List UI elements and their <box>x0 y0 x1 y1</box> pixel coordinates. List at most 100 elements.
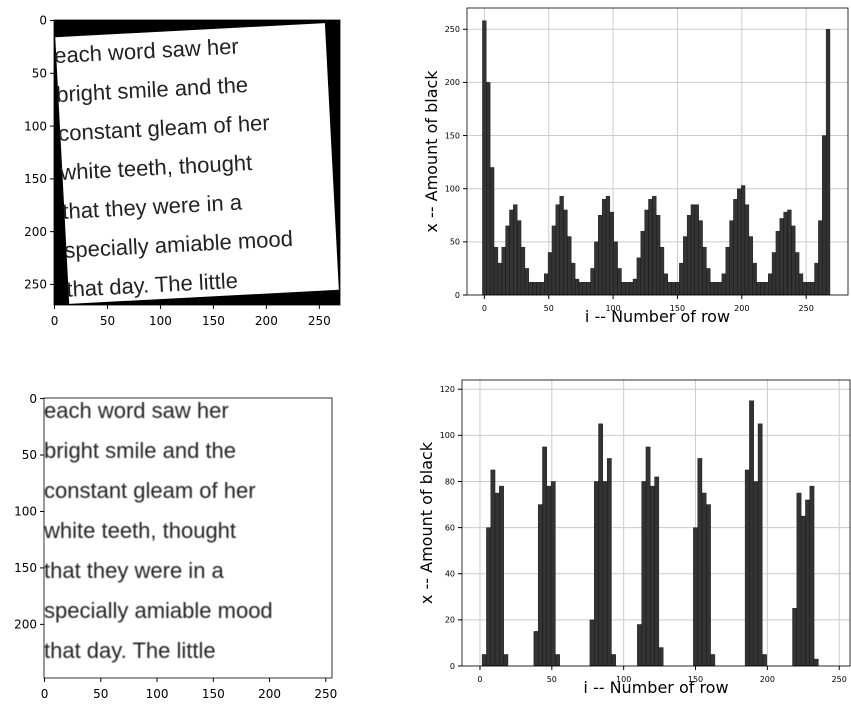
x-tick-label: 100 <box>616 675 631 684</box>
x-tick-label: 0 <box>477 675 482 684</box>
image-text: that they were in a <box>44 558 225 583</box>
bar <box>702 493 706 666</box>
bar <box>749 401 753 666</box>
bar <box>490 167 494 295</box>
y-tick-label: 100 <box>445 185 460 194</box>
x-tick-label: 250 <box>832 675 847 684</box>
bar <box>579 282 583 295</box>
bar <box>591 268 595 295</box>
y-tick-label: 0 <box>450 662 455 671</box>
bar <box>772 252 776 295</box>
y-tick-label: 50 <box>32 67 47 81</box>
x-tick-label: 50 <box>547 675 557 684</box>
bar <box>502 247 506 295</box>
bar <box>641 231 645 295</box>
bar <box>811 282 815 295</box>
bar <box>538 505 542 666</box>
bar <box>542 447 546 666</box>
bar <box>757 282 761 295</box>
bar <box>815 263 819 295</box>
bar <box>521 247 525 295</box>
bar <box>745 470 749 666</box>
x-tick-label: 50 <box>93 687 108 701</box>
bar <box>706 505 710 666</box>
bar <box>517 221 521 295</box>
y-axis-label: x -- Amount of black <box>422 70 441 233</box>
y-tick-label: 0 <box>39 14 47 28</box>
y-tick-label: 100 <box>24 119 47 133</box>
bar <box>711 654 715 666</box>
bar <box>656 215 660 295</box>
bar <box>650 486 654 666</box>
bar <box>801 516 805 666</box>
y-tick-label: 20 <box>445 616 455 625</box>
bar <box>482 21 486 295</box>
bar <box>499 486 503 666</box>
bar <box>629 282 633 295</box>
bar <box>618 268 622 295</box>
bar <box>646 447 650 666</box>
bar <box>822 136 826 295</box>
bar <box>509 210 513 295</box>
bar <box>714 282 718 295</box>
bar <box>513 205 517 295</box>
panel: i -- Number of rowx -- Amount of black05… <box>422 8 848 326</box>
bar <box>793 608 797 666</box>
bar <box>642 481 646 666</box>
bar <box>529 282 533 295</box>
panel: each word saw herbright smile and thecon… <box>14 392 337 701</box>
x-tick-label: 200 <box>734 304 749 313</box>
bar <box>797 493 801 666</box>
bar <box>660 247 664 295</box>
bar <box>699 221 703 295</box>
y-tick-label: 60 <box>445 523 455 532</box>
bar <box>672 282 676 295</box>
bar <box>652 196 656 295</box>
bar <box>683 237 687 295</box>
bar <box>795 252 799 295</box>
image-text: bright smile and the <box>44 438 236 463</box>
bar <box>540 282 544 295</box>
bar <box>749 237 753 295</box>
bar <box>730 221 734 295</box>
y-tick-label: 50 <box>450 238 460 247</box>
y-tick-label: 150 <box>14 561 37 575</box>
bar <box>648 199 652 295</box>
y-tick-label: 200 <box>24 225 47 239</box>
bar <box>818 221 822 295</box>
bar <box>551 481 555 666</box>
x-tick-label: 100 <box>605 304 620 313</box>
bar <box>810 486 814 666</box>
bar <box>758 424 762 666</box>
bar <box>575 279 579 295</box>
y-tick-label: 100 <box>440 431 455 440</box>
bar <box>625 282 629 295</box>
bar <box>805 500 809 666</box>
image-text: that day. The little <box>44 638 216 663</box>
bar <box>722 274 726 295</box>
bar <box>693 528 697 666</box>
y-tick-label: 150 <box>445 131 460 140</box>
bar <box>799 274 803 295</box>
bar <box>544 274 548 295</box>
x-tick-label: 200 <box>760 675 775 684</box>
x-tick-label: 100 <box>149 314 172 328</box>
bar <box>726 247 730 295</box>
bar <box>594 242 598 295</box>
y-tick-label: 50 <box>22 448 37 462</box>
bar <box>555 654 559 666</box>
bar <box>491 470 495 666</box>
bar <box>494 247 498 295</box>
x-tick-label: 50 <box>100 314 115 328</box>
bar <box>571 263 575 295</box>
y-tick-label: 250 <box>24 278 47 292</box>
bar <box>533 282 537 295</box>
x-tick-label: 200 <box>255 314 278 328</box>
bar <box>486 528 490 666</box>
bar <box>637 258 641 295</box>
bar <box>687 215 691 295</box>
bar <box>633 279 637 295</box>
bar <box>534 631 538 666</box>
